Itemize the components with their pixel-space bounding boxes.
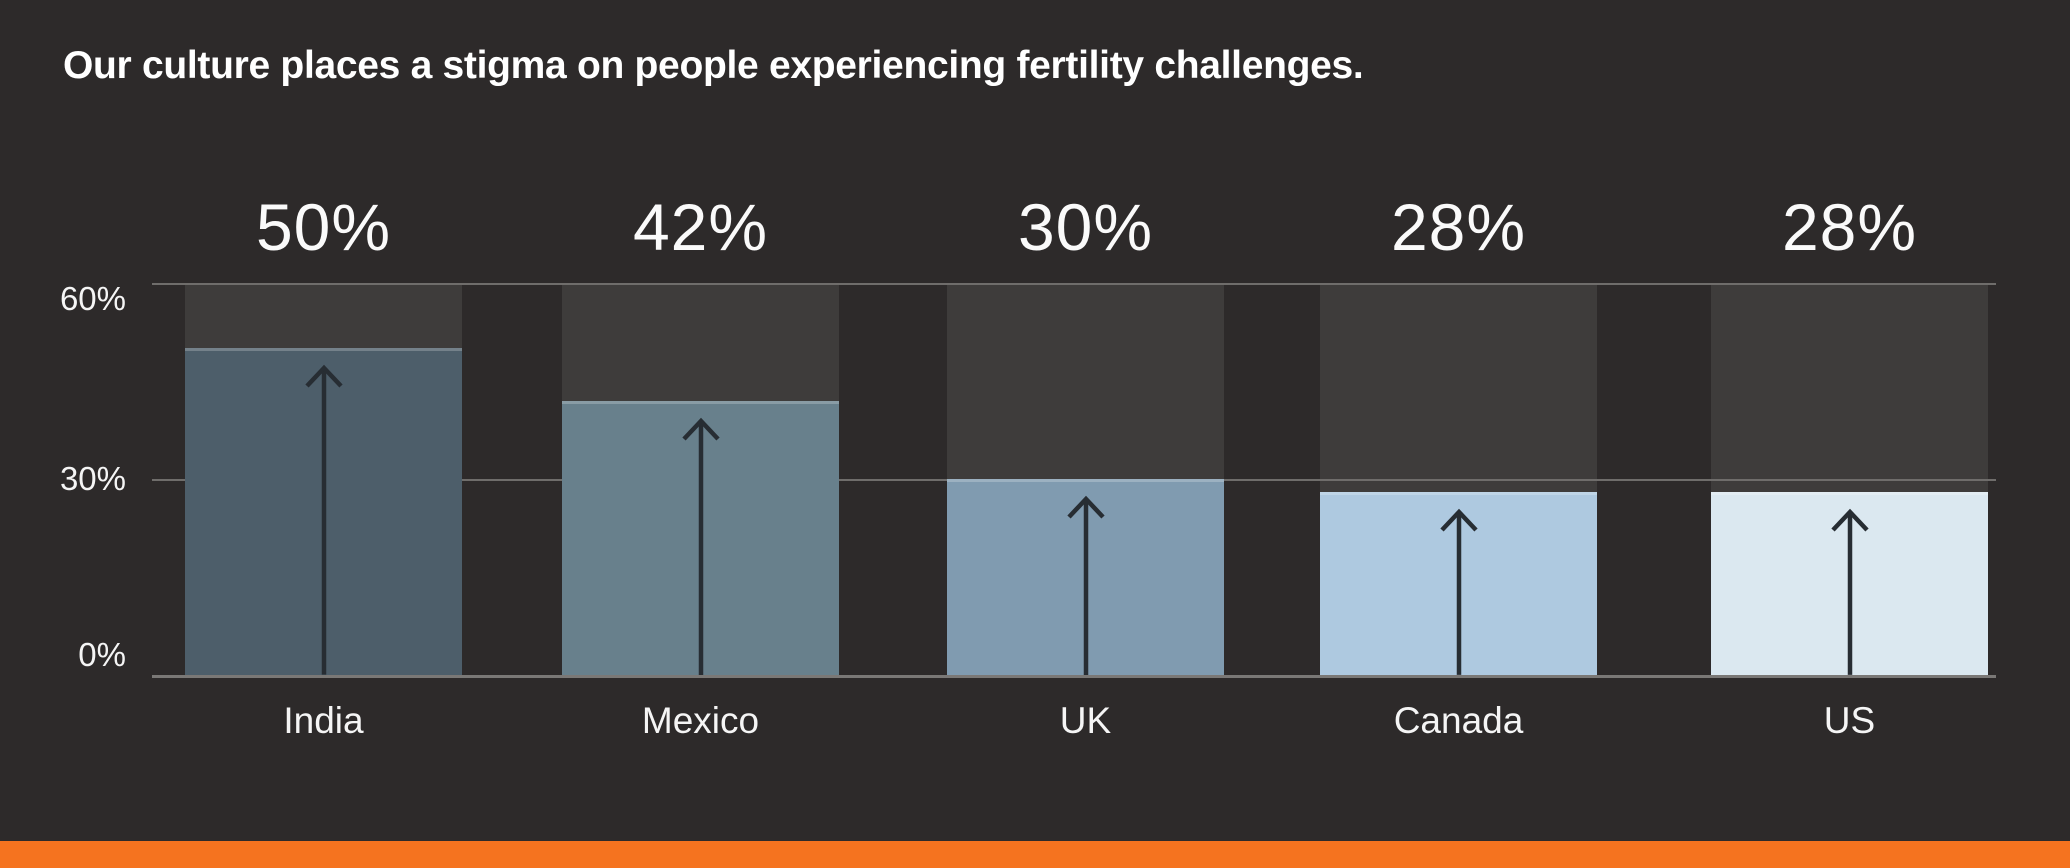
chart-title: Our culture places a stigma on people ex… <box>63 44 1364 87</box>
value-label-uk: 30% <box>1017 190 1154 264</box>
value-label-us: 28% <box>1781 190 1918 264</box>
value-label-mexico: 42% <box>632 190 769 264</box>
y-axis-tick-label: 30% <box>59 460 126 497</box>
footer-accent-bar <box>0 841 2070 868</box>
category-label-india: India <box>283 700 364 741</box>
gridline-60 <box>152 283 1996 285</box>
category-label-canada: Canada <box>1393 700 1524 741</box>
value-label-canada: 28% <box>1390 190 1527 264</box>
category-label-us: US <box>1823 700 1876 741</box>
up-arrow-icon <box>1439 508 1478 675</box>
category-label-mexico: Mexico <box>641 700 760 741</box>
category-label-uk: UK <box>1059 700 1112 741</box>
up-arrow-icon <box>1830 508 1869 675</box>
up-arrow-icon <box>304 365 343 675</box>
value-label-india: 50% <box>255 190 392 264</box>
y-axis-tick-label: 0% <box>78 636 126 673</box>
y-axis-tick-label: 60% <box>59 280 126 317</box>
up-arrow-icon <box>681 417 720 675</box>
up-arrow-icon <box>1066 495 1105 675</box>
gridline-0 <box>152 675 1996 678</box>
